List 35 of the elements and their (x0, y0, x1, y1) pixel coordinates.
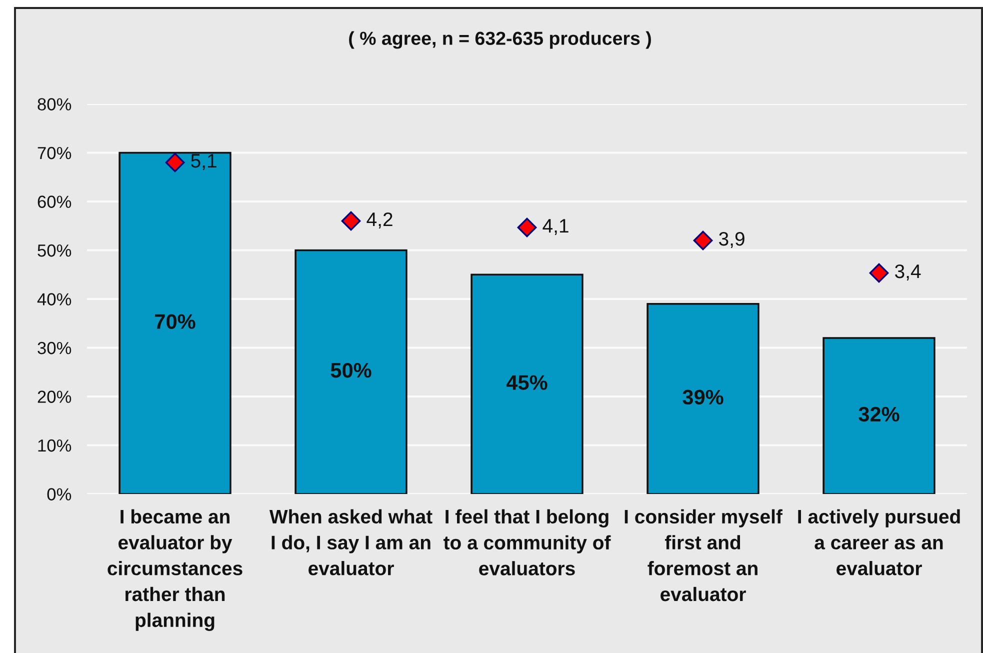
chart-title: ( % agree, n = 632-635 producers ) (349, 31, 651, 49)
data-label: 4,2 (366, 212, 392, 229)
point (165, 152, 185, 172)
data-label: 5,1 (191, 154, 216, 170)
x-tick-label: I feel that I belong to a community of evaluators (444, 509, 611, 576)
bar (470, 274, 584, 494)
data-label: 3,9 (719, 232, 744, 248)
y-tick-label: 60% (38, 196, 72, 208)
y-tick-label: 30% (38, 342, 72, 354)
x-tick-label: When asked what I do, I say I am an evaluator (269, 509, 432, 576)
point (517, 218, 537, 238)
bar (646, 302, 760, 494)
data-label: 45% (506, 375, 548, 390)
bar (822, 337, 936, 494)
point (869, 263, 889, 283)
point (341, 211, 361, 231)
x-tick-label: I became an evaluator by circumstances rather than planning (108, 509, 242, 631)
x-tick-label: I actively pursued a career as an evaluator (798, 509, 960, 576)
data-label: 32% (858, 406, 900, 422)
data-label: 70% (155, 314, 196, 329)
bar (294, 249, 408, 494)
data-label: 4,1 (542, 219, 568, 236)
data-label: 3,4 (895, 264, 921, 281)
data-label: 39% (682, 390, 724, 405)
y-tick-label: 10% (38, 439, 72, 452)
y-tick-label: 40% (37, 293, 72, 306)
y-tick-label: 50% (38, 244, 72, 257)
y-tick-label: 70% (38, 146, 72, 160)
data-label: 50% (330, 362, 372, 378)
point (693, 230, 713, 250)
y-tick-label: 0% (47, 488, 72, 500)
x-tick-label: I consider myself first and foremost an evaluator (624, 509, 782, 602)
y-tick-label: 20% (38, 390, 72, 403)
bar (118, 152, 232, 494)
y-tick-label: 80% (38, 98, 72, 110)
